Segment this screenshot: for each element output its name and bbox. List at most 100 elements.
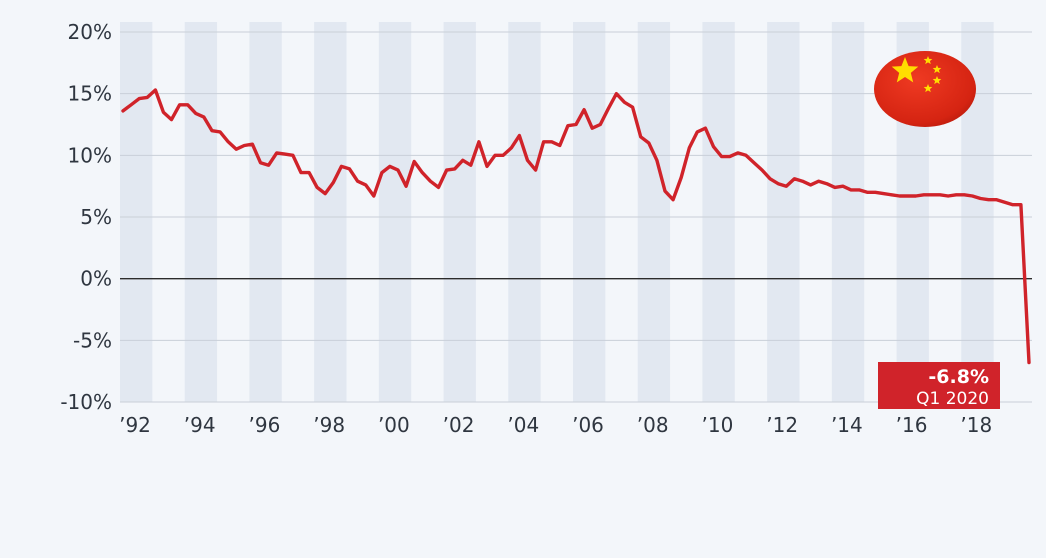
data-point — [761, 169, 763, 171]
y-tick-label: 15% — [68, 82, 112, 106]
data-point — [874, 191, 877, 194]
year-band — [184, 22, 218, 402]
y-tick-label: 20% — [68, 20, 112, 44]
data-point — [122, 110, 124, 112]
flag-small-star — [932, 65, 942, 74]
data-point — [283, 153, 286, 155]
x-tick-label: ’18 — [960, 413, 992, 437]
x-tick-label: ’94 — [184, 413, 216, 437]
year-bands — [120, 22, 994, 402]
data-point — [421, 171, 424, 174]
data-point — [898, 195, 901, 197]
data-point — [332, 181, 335, 184]
data-point — [146, 96, 149, 99]
data-point — [275, 152, 278, 154]
data-point — [130, 103, 132, 106]
data-point — [567, 124, 569, 127]
data-point — [664, 190, 666, 192]
data-point — [316, 186, 318, 189]
year-band — [378, 22, 412, 402]
data-point — [178, 103, 181, 106]
data-point — [559, 144, 561, 147]
data-point — [211, 129, 213, 132]
flag-small-star — [923, 84, 933, 93]
data-point — [979, 197, 982, 200]
data-point — [219, 131, 221, 133]
data-point — [648, 142, 650, 144]
x-tick-label: ’06 — [572, 413, 604, 437]
flag-small-star — [923, 56, 933, 65]
data-point — [834, 186, 836, 189]
data-point — [712, 145, 715, 148]
data-point — [413, 160, 416, 163]
x-tick-label: ’04 — [507, 413, 539, 437]
data-point — [987, 198, 990, 201]
data-point — [963, 194, 966, 196]
data-point — [203, 116, 205, 118]
x-tick-label: ’14 — [831, 413, 863, 437]
data-point — [405, 185, 407, 187]
data-point — [162, 111, 165, 113]
data-point — [923, 194, 925, 196]
data-point — [858, 189, 860, 191]
data-point — [914, 195, 917, 197]
data-point — [510, 147, 513, 149]
data-point — [631, 106, 634, 109]
data-point — [470, 164, 472, 166]
x-axis-ticks: ’92 ’94 ’96 ’98 ’00 ’02 ’04 ’06 ’08 ’10 ’12 ’14 ’16 ’… — [119, 413, 992, 437]
flag-small-star — [932, 76, 942, 85]
data-point — [995, 198, 998, 201]
data-point — [478, 140, 480, 143]
data-point — [372, 195, 375, 197]
x-tick-label: ’12 — [766, 413, 798, 437]
year-band — [702, 22, 735, 402]
data-point — [518, 134, 521, 137]
data-point — [825, 182, 828, 185]
data-point — [461, 159, 464, 162]
data-point — [753, 161, 755, 164]
data-point — [656, 159, 658, 162]
callout-date: Q1 2020 — [916, 389, 989, 409]
flag-disc — [874, 51, 976, 127]
data-point — [292, 154, 294, 157]
data-point — [931, 194, 933, 196]
chart-frame: 20% 15% 10% 5% 0% -5% -10% ’92’94’96’98’00’02’… — [10, 10, 1040, 553]
data-point — [688, 147, 691, 149]
year-band — [573, 22, 606, 402]
data-point — [445, 169, 448, 171]
data-point — [639, 136, 642, 138]
series-layer — [121, 88, 1031, 365]
data-point — [542, 140, 545, 143]
data-point — [672, 198, 674, 201]
x-tick-label: ’98 — [313, 413, 345, 437]
data-point — [947, 195, 949, 197]
data-point — [890, 194, 893, 196]
data-point — [251, 143, 254, 146]
data-point — [866, 191, 869, 194]
y-tick-label: 5% — [80, 205, 112, 229]
data-point — [906, 195, 909, 197]
data-point — [389, 165, 391, 168]
china-flag-icon — [874, 51, 976, 127]
data-point — [550, 140, 553, 143]
data-point — [324, 192, 327, 195]
data-point — [575, 123, 577, 126]
data-point — [607, 107, 610, 110]
data-point — [300, 171, 302, 174]
y-tick-label: 0% — [80, 267, 112, 291]
data-point — [1003, 201, 1006, 203]
data-point — [526, 159, 529, 162]
data-point — [1012, 203, 1014, 206]
data-point — [817, 180, 820, 183]
data-point — [842, 185, 844, 187]
data-point — [502, 154, 504, 157]
year-band — [443, 22, 476, 402]
y-tick-label: -10% — [60, 390, 112, 414]
data-point — [348, 168, 351, 170]
data-point — [769, 177, 771, 180]
x-tick-label: ’02 — [443, 413, 475, 437]
y-tick-label: -5% — [73, 328, 112, 352]
data-point — [720, 155, 723, 158]
year-band — [508, 22, 541, 402]
data-point — [704, 127, 707, 129]
